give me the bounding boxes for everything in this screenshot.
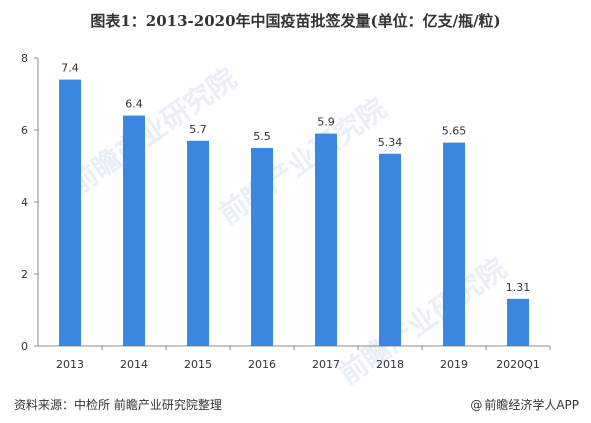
y-tick-label: 8	[21, 52, 28, 65]
data-label: 7.4	[61, 62, 79, 75]
at-icon: @	[470, 398, 483, 412]
bar	[187, 140, 209, 346]
x-tick-label: 2015	[184, 358, 212, 371]
bar	[315, 133, 337, 346]
bar	[123, 115, 145, 346]
bar	[507, 298, 529, 346]
data-label: 6.4	[125, 98, 143, 111]
y-tick-label: 6	[21, 124, 28, 137]
x-tick-label: 2017	[312, 358, 340, 371]
bar	[443, 142, 465, 346]
x-tick-label: 2018	[376, 358, 404, 371]
bar	[251, 148, 273, 346]
bar-chart: 0 2 4 6 8 7.4 2013 6.4 2014 5.7 2015 5.5 2016 5.9 2017…	[21, 52, 551, 371]
brand-label: @ 前瞻经济学人APP	[470, 396, 579, 413]
x-tick-label: 2014	[120, 358, 148, 371]
x-tick-label: 2019	[440, 358, 468, 371]
y-tick-label: 2	[21, 268, 28, 281]
y-tick-label: 4	[21, 196, 28, 209]
y-tick-label: 0	[21, 340, 28, 353]
x-tick-label: 2013	[56, 358, 84, 371]
data-label: 5.65	[442, 125, 467, 138]
source-note: 资料来源：中检所 前瞻产业研究院整理	[14, 398, 222, 412]
data-label: 5.5	[253, 130, 271, 143]
bar	[59, 79, 81, 346]
data-label: 5.34	[378, 136, 403, 149]
chart-title: 图表1：2013-2020年中国疫苗批签发量(单位：亿支/瓶/粒)	[90, 12, 501, 30]
data-label: 1.31	[506, 281, 531, 294]
chart-area: 0 2 4 6 8 7.4 2013 6.4 2014 5.7 2015 5.5 2016 5.9 2017…	[0, 40, 591, 375]
x-tick-label: 2020Q1	[496, 358, 540, 371]
data-label: 5.7	[189, 123, 207, 136]
x-tick-label: 2016	[248, 358, 276, 371]
brand-name: 前瞻经济学人APP	[484, 398, 579, 412]
data-label: 5.9	[317, 116, 335, 129]
bar	[379, 153, 401, 346]
